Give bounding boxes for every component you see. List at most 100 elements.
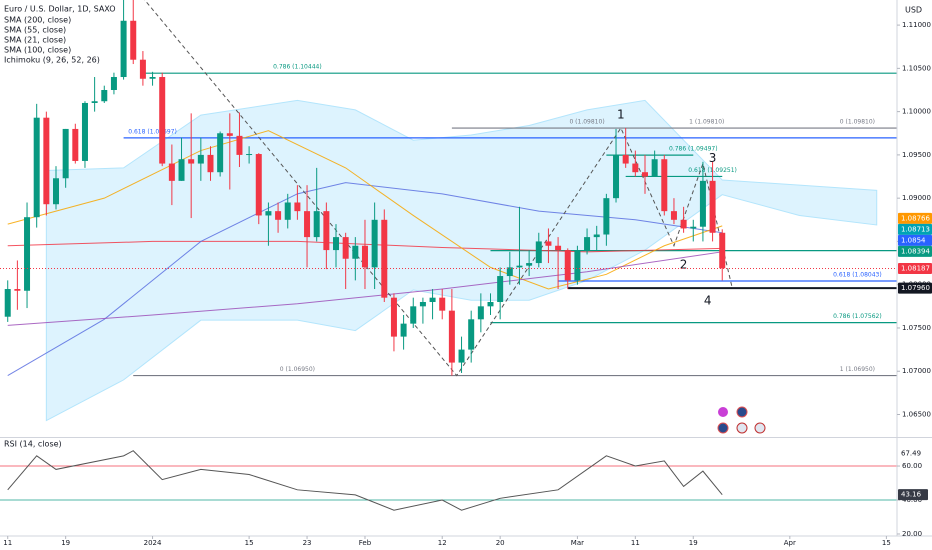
- candle-body: [110, 77, 117, 90]
- candle-body: [62, 128, 69, 179]
- candle-body: [43, 117, 50, 205]
- x-tick-label: 15: [882, 539, 891, 547]
- rsi-line: [7, 450, 723, 511]
- price-box: [898, 223, 932, 235]
- sma-line: [7, 182, 723, 376]
- candle-body: [188, 159, 195, 164]
- candle-body: [207, 154, 214, 173]
- candle-body: [516, 265, 523, 268]
- candle-body: [574, 250, 581, 281]
- candle-body: [33, 117, 40, 218]
- candle-body: [690, 226, 697, 229]
- candle-body: [168, 163, 175, 181]
- candle-body: [535, 241, 542, 264]
- icon[interactable]: [718, 407, 728, 417]
- ichimoku-cloud: [45, 99, 878, 422]
- y-tick-label: 20.00: [902, 530, 922, 538]
- candle-body: [14, 289, 21, 291]
- fib-label: 1 (1.09810): [689, 119, 724, 126]
- y-tick-label: 1.09000: [902, 194, 931, 202]
- candle-body: [323, 211, 330, 251]
- price-box-label: 1.08394: [901, 247, 930, 255]
- y-tick-label: 1.06500: [902, 411, 931, 419]
- price-box: [898, 282, 932, 294]
- y-tick-label: 1.09500: [902, 151, 931, 159]
- candle-body: [622, 154, 629, 164]
- candle-body: [275, 211, 282, 220]
- legend-entry: Ichimoku (9, 26, 52, 26): [4, 56, 100, 65]
- candle-body: [526, 263, 533, 266]
- candle-body: [101, 89, 108, 102]
- candle-body: [120, 20, 127, 78]
- rsi-pane: RSI (14, close): [0, 440, 897, 511]
- fib-label: 0 (1.09810): [840, 119, 875, 126]
- candle-body: [506, 267, 513, 277]
- price-box-label: 1.08713: [901, 225, 930, 233]
- price-box-label: 1.0854: [901, 236, 926, 244]
- candle-body: [709, 180, 716, 233]
- icon[interactable]: [754, 422, 766, 434]
- candle-body: [458, 349, 465, 363]
- candle-body: [91, 101, 98, 103]
- candle-body: [178, 159, 185, 181]
- price-box-label: 1.08766: [901, 214, 930, 222]
- candle-body: [632, 163, 639, 173]
- icon[interactable]: [717, 422, 729, 434]
- candle-body: [477, 306, 484, 320]
- candle-body: [352, 245, 359, 259]
- rsi-value-box: [898, 447, 928, 459]
- legend-entry: SMA (21, close): [4, 36, 66, 45]
- candle-body: [342, 237, 349, 259]
- candle-body: [419, 302, 426, 307]
- candle-body: [400, 323, 407, 337]
- icon[interactable]: [736, 422, 748, 434]
- x-tick-label: Feb: [359, 539, 372, 547]
- sma-line: [7, 240, 723, 253]
- candle-body: [72, 128, 79, 161]
- candle-body: [333, 237, 340, 251]
- chart-title: Euro / U.S. Dollar, 1D, SAXO: [4, 5, 116, 14]
- y-tick-label: 1.10500: [902, 64, 931, 72]
- candle-body: [670, 211, 677, 220]
- candle-body: [24, 217, 31, 291]
- y-tick-label: 1.11000: [902, 21, 931, 29]
- candle-body: [139, 59, 146, 79]
- x-tick-label: 19: [689, 539, 698, 547]
- wave-label: 3: [709, 151, 717, 165]
- fib-label: 1 (1.06950): [840, 366, 875, 373]
- wave-drawing: [144, 0, 733, 377]
- candle-body: [371, 219, 378, 268]
- candle-body: [361, 245, 368, 268]
- candle-body: [390, 297, 397, 337]
- x-tick-label: Mar: [571, 539, 584, 547]
- candle-body: [613, 154, 620, 199]
- price-box: [898, 212, 932, 224]
- candle-body: [545, 241, 552, 246]
- sma-line: [7, 130, 723, 290]
- icon[interactable]: [736, 406, 748, 418]
- x-tick-label: 15: [245, 539, 254, 547]
- price-pane: 0.786 (1.10444) 0.618 (1.09697) 0 (1.09810…: [0, 0, 897, 422]
- rsi-value-box: [898, 489, 928, 501]
- x-tick-label: 19: [61, 539, 70, 547]
- candle-body: [497, 276, 504, 303]
- fib-label: 0.786 (1.09497): [669, 146, 718, 153]
- candle-body: [564, 250, 571, 281]
- candle-body: [555, 245, 562, 251]
- x-tick-label: 20: [496, 539, 505, 547]
- rsi-value-label: 67.49: [901, 449, 921, 457]
- candle-body: [410, 306, 417, 324]
- x-tick-label: Apr: [784, 539, 796, 547]
- candle-body: [149, 77, 156, 79]
- wave-label: 1: [617, 108, 625, 122]
- candle-body: [448, 310, 455, 363]
- candle-body: [699, 180, 706, 227]
- wave-label: 4: [704, 294, 712, 308]
- candle-body: [603, 198, 610, 235]
- candle-body: [304, 211, 311, 238]
- candle-body: [661, 159, 668, 212]
- x-tick-label: 11: [3, 539, 12, 547]
- x-tick-label: 2024: [144, 539, 162, 547]
- candle-body: [130, 20, 137, 60]
